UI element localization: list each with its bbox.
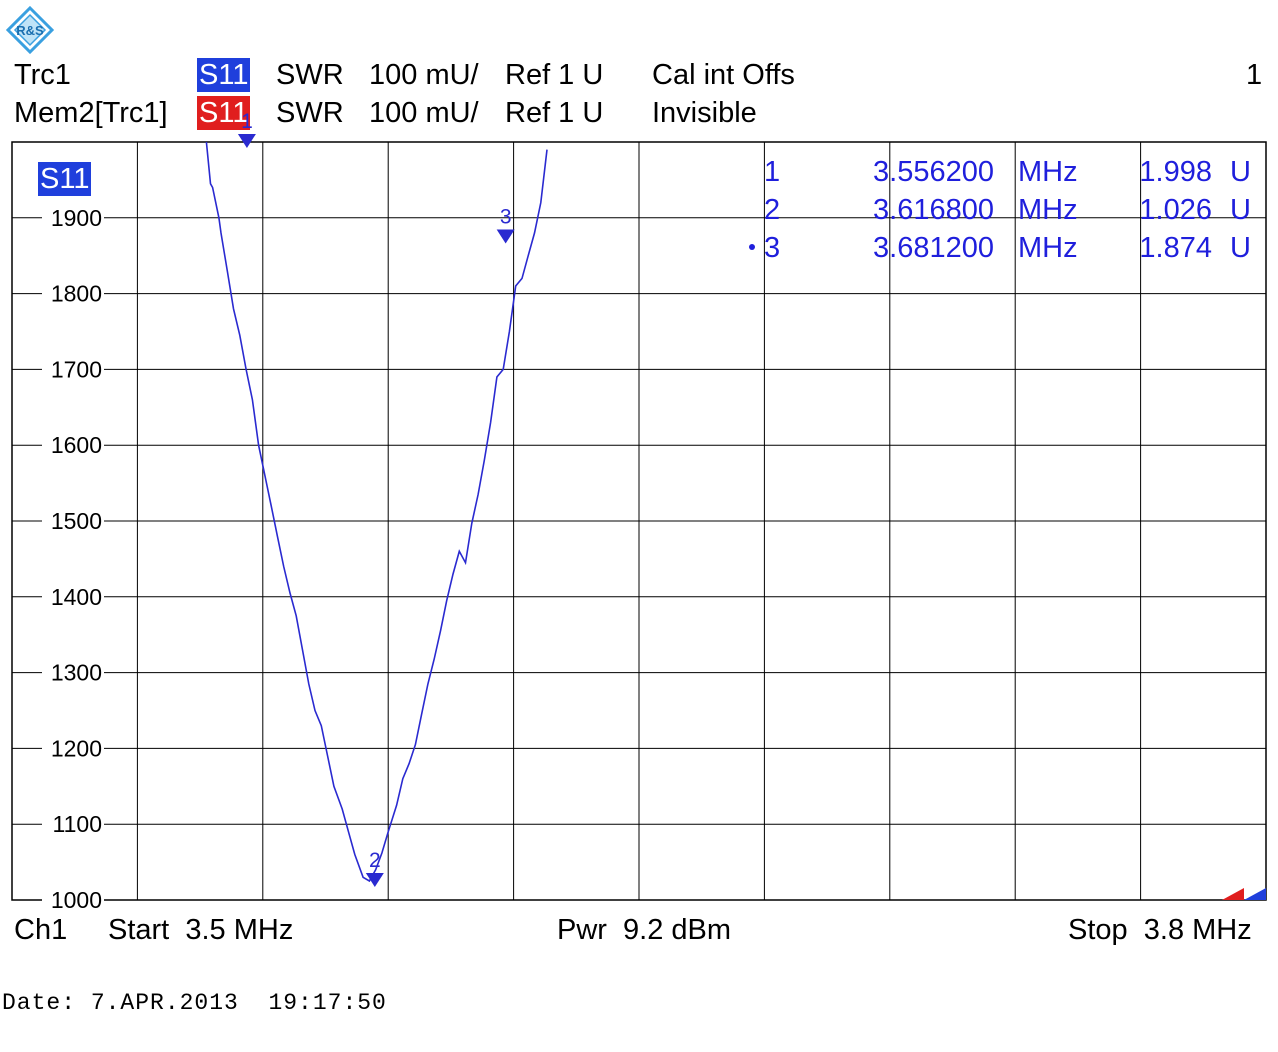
y-tick-label-bg	[42, 356, 104, 383]
marker-table-frequency: 3.616800	[873, 194, 994, 226]
y-tick-label: 1700	[51, 356, 102, 382]
y-tick-label: 1500	[51, 508, 102, 534]
start-frequency[interactable]: Start 3.5 MHz	[108, 914, 294, 946]
active-marker-dot	[749, 244, 755, 250]
power-level[interactable]: Pwr 9.2 dBm	[557, 914, 732, 946]
marker-table-frequency: 3.681200	[873, 232, 994, 264]
marker-table-index: 1	[764, 156, 780, 188]
trace1-status: Cal int Offs	[652, 59, 795, 91]
rohde-schwarz-logo-icon: R&S	[6, 6, 54, 54]
marker-2-triangle	[365, 873, 384, 888]
marker-table-value: 1.874	[1139, 232, 1212, 264]
trace1-name: Trc1	[14, 59, 71, 91]
marker-table-frequency-unit: MHz	[1018, 232, 1078, 264]
y-tick-label-bg	[42, 735, 104, 762]
y-tick-label: 1100	[53, 811, 102, 837]
y-tick-label-bg	[42, 204, 104, 231]
y-tick-label-bg	[42, 659, 104, 686]
trace1-ref[interactable]: Ref 1 U	[505, 59, 604, 91]
trace1-scale[interactable]: 100 mU/	[369, 59, 479, 91]
trace2-ref[interactable]: Ref 1 U	[505, 97, 604, 129]
marker-3-label: 3	[500, 206, 512, 229]
s11-trace	[205, 142, 548, 883]
date-line: Date: 7.APR.2013 19:17:50	[2, 990, 387, 1016]
trace-label-badge[interactable]: S11	[38, 162, 92, 196]
y-tick-label-bg	[42, 583, 104, 610]
y-tick-label-bg	[42, 811, 104, 838]
stop-frequency[interactable]: Stop 3.8 MHz	[1068, 914, 1252, 946]
marker-1-label: 1	[241, 110, 253, 133]
y-tick-label-bg	[42, 508, 104, 534]
channel-label: Ch1	[14, 914, 68, 946]
marker-table-value-unit: U	[1230, 156, 1251, 188]
trace2-status: Invisible	[652, 97, 757, 129]
y-tick-label: 1800	[51, 281, 102, 307]
trace2-format[interactable]: SWR	[276, 97, 344, 129]
marker-table-frequency: 3.556200	[873, 156, 994, 188]
marker-table-value: 1.998	[1139, 156, 1212, 188]
marker-table-index: 3	[764, 232, 780, 264]
y-tick-label: 1300	[51, 660, 102, 686]
y-tick-label: 1200	[51, 735, 102, 761]
trace1-param-badge[interactable]: S11	[197, 58, 251, 92]
y-tick-label: 1600	[51, 432, 102, 458]
marker-table-index: 2	[764, 194, 780, 226]
trace1-format[interactable]: SWR	[276, 59, 344, 91]
y-tick-label-bg	[42, 280, 104, 307]
y-tick-label: 1900	[51, 205, 102, 231]
marker-1-triangle	[237, 134, 256, 148]
trace2-scale[interactable]: 100 mU/	[369, 97, 479, 129]
marker-table-value-unit: U	[1230, 232, 1251, 264]
marker-table-frequency-unit: MHz	[1018, 156, 1078, 188]
marker-2-label: 2	[369, 849, 381, 872]
y-tick-label-bg	[42, 887, 104, 913]
y-tick-label-bg	[42, 432, 104, 459]
trace2-name: Mem2[Trc1]	[14, 97, 168, 129]
y-tick-label: 1400	[51, 584, 102, 610]
marker-table-value: 1.026	[1139, 194, 1212, 226]
memory-trace-indicator	[1222, 888, 1244, 900]
marker-table-value-unit: U	[1230, 194, 1251, 226]
svg-text:R&S: R&S	[16, 23, 44, 38]
channel-number: 1	[1246, 59, 1263, 91]
trace2-param-badge[interactable]: S11	[197, 96, 251, 130]
data-trace-indicator	[1244, 888, 1266, 900]
marker-table-frequency-unit: MHz	[1018, 194, 1078, 226]
marker-3-triangle	[496, 229, 515, 244]
y-tick-label: 1000	[51, 887, 102, 913]
